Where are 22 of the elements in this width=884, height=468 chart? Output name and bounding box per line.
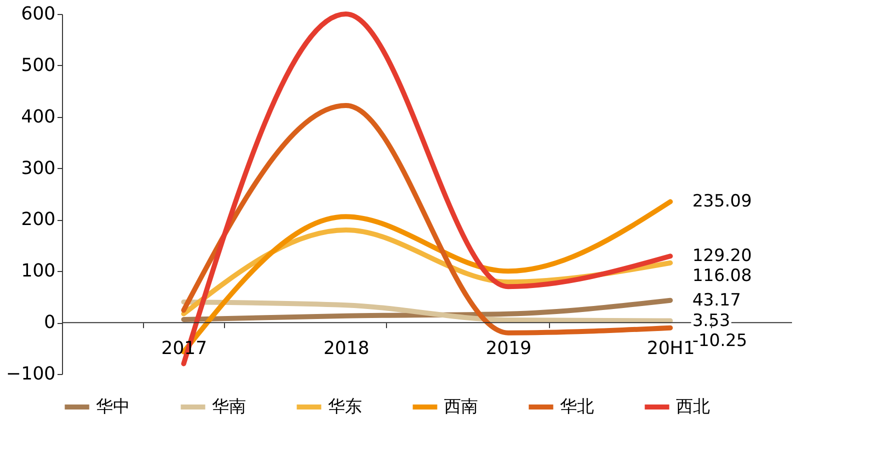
- data-label: 43.17: [692, 290, 742, 310]
- y-tick-label: 300: [21, 158, 56, 179]
- legend-label: 华北: [560, 397, 594, 417]
- y-tick-label: 100: [21, 260, 56, 282]
- y-tick-label: 400: [21, 106, 56, 128]
- x-tick-label: 2018: [323, 338, 370, 360]
- legend-label: 华南: [212, 397, 246, 417]
- data-label: -10.25: [692, 330, 748, 351]
- x-tick-label: 20H1: [646, 338, 695, 360]
- data-label: 129.20: [692, 246, 752, 266]
- y-tick-label: 500: [21, 54, 56, 76]
- y-tick-label: −100: [6, 364, 56, 384]
- legend-label: 华东: [328, 397, 362, 417]
- y-tick-label: 200: [21, 209, 56, 230]
- data-label: 116.08: [692, 266, 752, 286]
- y-tick-label: 600: [21, 4, 56, 24]
- legend-label: 华中: [96, 397, 130, 417]
- legend-label: 西北: [676, 397, 710, 417]
- data-label: 235.09: [692, 192, 752, 212]
- x-tick-label: 2019: [486, 338, 532, 360]
- legend-label: 西南: [444, 397, 478, 417]
- y-tick-label: 0: [44, 312, 56, 334]
